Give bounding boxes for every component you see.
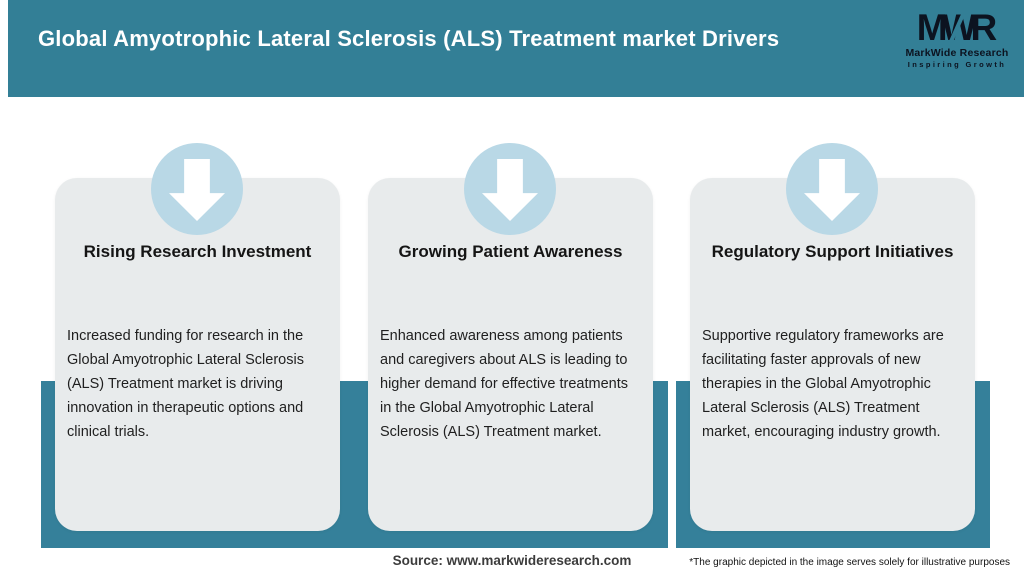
driver-card: Growing Patient Awareness Enhanced aware… (368, 178, 653, 531)
source-text: Source: www.markwideresearch.com (392, 553, 632, 568)
down-arrow-icon (464, 143, 556, 235)
logo-tagline: Inspiring Growth (907, 60, 1007, 69)
arrow-glyph (482, 159, 538, 221)
card-body-text: Increased funding for research in the Gl… (67, 328, 304, 440)
card-title: Regulatory Support Initiatives (711, 242, 954, 261)
card-body-text: Enhanced awareness among patients and ca… (380, 328, 628, 440)
logo-monogram: MWR (917, 9, 998, 46)
down-arrow-icon (786, 143, 878, 235)
arrow-glyph (804, 159, 860, 221)
arrow-glyph (169, 159, 225, 221)
markwide-research-logo: MWR MarkWide Research Inspiring Growth (902, 9, 1012, 69)
down-arrow-icon (151, 143, 243, 235)
driver-card: Rising Research Investment Increased fun… (55, 178, 340, 531)
card-title: Rising Research Investment (83, 242, 312, 261)
disclaimer-text: *The graphic depicted in the image serve… (689, 557, 1010, 568)
card-body-text: Supportive regulatory frameworks are fac… (702, 328, 944, 440)
logo-name: MarkWide Research (905, 47, 1009, 59)
header-bar: Global Amyotrophic Lateral Sclerosis (AL… (8, 0, 1024, 97)
page-title: Global Amyotrophic Lateral Sclerosis (AL… (38, 26, 780, 51)
card-title: Growing Patient Awareness (398, 242, 623, 261)
driver-card: Regulatory Support Initiatives Supportiv… (690, 178, 975, 531)
